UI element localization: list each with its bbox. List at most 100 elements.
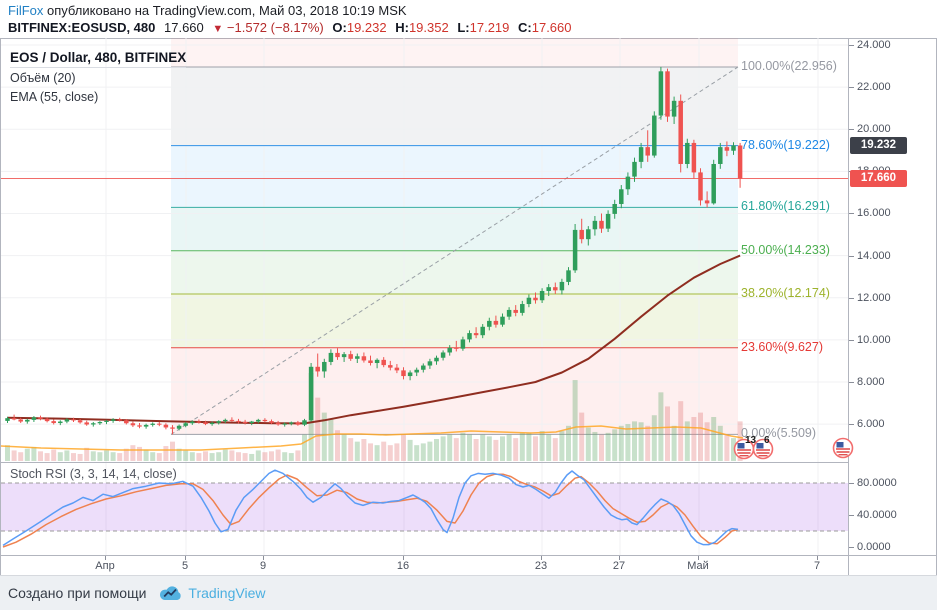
price-tick-label: 10.000: [857, 333, 891, 346]
candle-body: [388, 365, 393, 368]
volume-bar: [328, 418, 334, 461]
footer-text: Создано при помощи: [8, 585, 147, 601]
volume-bar: [84, 447, 90, 461]
candle-body: [190, 421, 195, 424]
volume-bar: [130, 445, 136, 461]
price-tick-mark: [849, 424, 854, 426]
stoch-tick-mark: [849, 547, 854, 548]
publisher-link[interactable]: FilFox: [8, 3, 44, 18]
candle-body: [526, 297, 532, 305]
candle-body: [572, 229, 578, 271]
volume-bar: [711, 417, 717, 461]
price-tick-label: 20.000: [857, 123, 891, 136]
legend-volume[interactable]: Объём (20): [10, 71, 76, 85]
volume-bar: [401, 434, 406, 461]
stoch-tick-mark: [849, 483, 854, 484]
volume-bar: [295, 450, 301, 461]
price-chart[interactable]: [0, 38, 849, 462]
economic-event-flag-icon[interactable]: [752, 438, 774, 460]
volume-bar: [216, 452, 222, 461]
event-date-badge: 6: [764, 435, 770, 446]
candle-body: [355, 356, 360, 359]
volume-bar: [288, 453, 294, 461]
last-price: 17.660: [164, 20, 204, 35]
candle-body: [619, 189, 624, 205]
candle-body: [678, 100, 683, 164]
volume-bar: [453, 438, 459, 461]
ema-line: [7, 254, 741, 425]
symbol-title[interactable]: BITFINEX:EOSUSD, 480: [8, 20, 156, 35]
volume-bar: [110, 452, 116, 461]
candle-body: [295, 422, 301, 425]
volume-bar: [341, 434, 347, 461]
volume-bar: [665, 406, 670, 461]
candle-body: [302, 420, 307, 425]
price-axis-divider: [848, 38, 849, 575]
volume-bar: [526, 432, 532, 461]
tradingview-link[interactable]: TradingView: [188, 585, 266, 601]
panel-divider: [0, 462, 848, 463]
candle-body: [170, 427, 175, 429]
volume-bar: [645, 425, 651, 461]
time-tick-mark: [698, 556, 699, 560]
candle-body: [434, 357, 439, 362]
legend-title[interactable]: EOS / Dollar, 480, BITFINEX: [10, 50, 187, 68]
candle-body: [467, 333, 472, 340]
volume-bar: [533, 436, 538, 461]
low-label: L:: [457, 20, 470, 35]
publish-info: FilFox опубликовано на TradingView.com, …: [8, 3, 407, 18]
stoch-rsi-legend[interactable]: Stoch RSI (3, 3, 14, 14, close): [10, 467, 177, 481]
volume-bar: [678, 401, 684, 461]
candle-body: [381, 359, 386, 366]
volume-bar: [354, 441, 360, 461]
volume-bar: [222, 449, 228, 461]
price-tick-mark: [849, 45, 854, 46]
open-value: 19.232: [346, 20, 387, 35]
volume-bar: [196, 453, 202, 461]
candle-body: [665, 71, 670, 117]
candle-body: [539, 290, 545, 301]
economic-event-flag-icon[interactable]: [832, 437, 854, 459]
candle-body: [493, 320, 499, 325]
volume-bar: [5, 445, 10, 461]
candle-body: [242, 421, 248, 424]
candle-body: [394, 367, 400, 371]
volume-bar: [612, 429, 618, 461]
time-tick-mark: [403, 556, 404, 560]
candle-body: [11, 418, 17, 420]
legend-ema[interactable]: EMA (55, close): [10, 89, 99, 104]
volume-bar: [434, 439, 439, 461]
price-tick-label: 16.000: [857, 207, 891, 220]
candle-body: [124, 420, 129, 424]
time-tick-label: 9: [259, 560, 267, 572]
stoch-tick-label: 80.0000: [857, 477, 897, 489]
tradingview-logo-icon[interactable]: [158, 585, 182, 601]
candle-body: [262, 419, 268, 422]
volume-bar: [368, 443, 373, 461]
stoch-rsi-chart[interactable]: [1, 462, 849, 555]
volume-bar: [579, 412, 585, 461]
time-tick-mark: [619, 556, 620, 560]
stoch-tick-mark: [849, 515, 854, 516]
candle-body: [209, 422, 215, 425]
candle-body: [454, 347, 459, 349]
candle-body: [480, 326, 485, 336]
volume-bar: [282, 452, 288, 461]
volume-bar: [592, 431, 598, 461]
volume-bar: [493, 439, 499, 461]
volume-bar: [717, 425, 723, 461]
candle-body: [401, 370, 406, 377]
volume-bar: [486, 436, 492, 461]
candle-body: [440, 352, 446, 358]
price-tick-mark: [849, 297, 854, 299]
volume-bar: [632, 421, 637, 461]
volume-bar: [315, 397, 321, 461]
volume-bar: [361, 439, 367, 461]
volume-bar: [599, 434, 604, 461]
price-axis-badge: 19.232: [850, 136, 907, 154]
candle-body: [427, 361, 433, 366]
volume-bar: [414, 445, 420, 461]
candle-body: [275, 422, 281, 425]
candle-body: [711, 163, 716, 204]
volume-bar: [97, 452, 103, 461]
